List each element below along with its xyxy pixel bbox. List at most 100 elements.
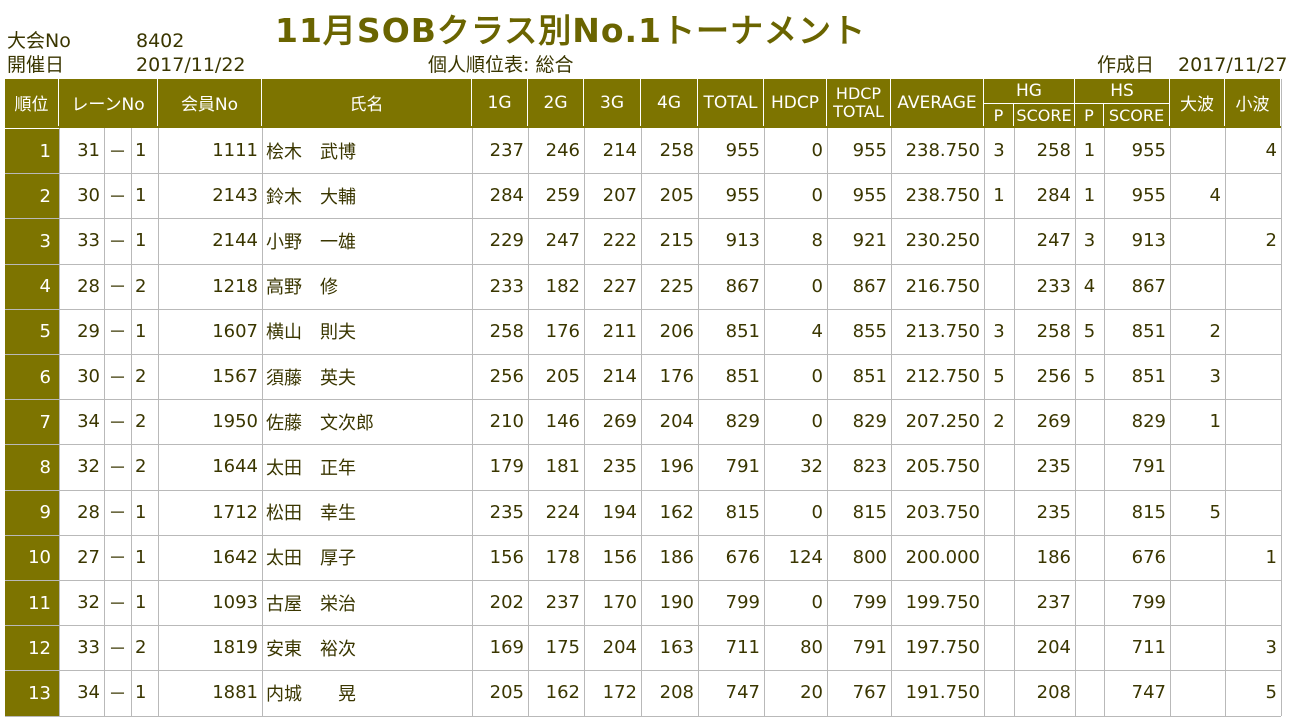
cell-g4: 225 xyxy=(659,275,694,297)
row-divider xyxy=(5,715,1281,717)
cell-hdcp-total: 829 xyxy=(852,411,887,433)
column-divider xyxy=(104,128,105,716)
cell-lane: 34 xyxy=(77,411,100,433)
cell-average: 216.750 xyxy=(905,275,980,297)
cell-g4: 196 xyxy=(659,456,694,478)
cell-hg-p xyxy=(984,535,1014,580)
cell-average: 191.750 xyxy=(905,682,980,704)
cell-rank: 7 xyxy=(5,400,59,445)
cell-hg-p xyxy=(984,670,1014,715)
cell-g2: 176 xyxy=(545,320,580,342)
cell-rank: 4 xyxy=(5,264,59,309)
cell-member: 1819 xyxy=(212,637,258,659)
cell-g2: 181 xyxy=(545,456,580,478)
cell-dash: － xyxy=(108,503,127,525)
cell-average: 230.250 xyxy=(905,230,980,252)
cell-total: 829 xyxy=(725,411,760,433)
cell-hs-p xyxy=(1075,490,1104,535)
cell-sub: 2 xyxy=(135,411,147,433)
cell-g4: 205 xyxy=(659,185,694,207)
cell-hg-score: 269 xyxy=(1036,411,1071,433)
cell-total: 799 xyxy=(725,592,760,614)
cell-sub: 1 xyxy=(135,230,147,252)
cell-big xyxy=(1170,535,1225,580)
cell-hs-score: 747 xyxy=(1131,682,1166,704)
cell-sub: 1 xyxy=(135,320,147,342)
cell-g4: 162 xyxy=(659,501,694,523)
row-divider xyxy=(5,399,1281,401)
cell-lane: 32 xyxy=(77,456,100,478)
cell-small xyxy=(1225,444,1281,489)
cell-sub: 1 xyxy=(135,185,147,207)
cell-small xyxy=(1225,264,1281,309)
cell-dash: － xyxy=(108,186,127,208)
header-4g: 4G xyxy=(641,79,698,126)
cell-g1: 229 xyxy=(489,230,524,252)
cell-big xyxy=(1170,670,1225,715)
cell-small: 4 xyxy=(1265,140,1277,162)
cell-member: 1644 xyxy=(212,456,258,478)
cell-hdcp-total: 955 xyxy=(852,185,887,207)
cell-g4: 215 xyxy=(659,230,694,252)
cell-hs-p xyxy=(1075,444,1104,489)
cell-dash: － xyxy=(108,367,127,389)
cell-g2: 237 xyxy=(545,592,580,614)
cell-hdcp-total: 823 xyxy=(852,456,887,478)
cell-small: 3 xyxy=(1265,637,1277,659)
cell-member: 1567 xyxy=(212,366,258,388)
cell-hs-p xyxy=(1075,625,1104,670)
cell-g3: 214 xyxy=(602,366,637,388)
header-lane: レーンNo xyxy=(59,79,158,126)
header-1g: 1G xyxy=(472,79,528,126)
cell-rank: 9 xyxy=(5,490,59,535)
cell-hg-p xyxy=(984,580,1014,625)
cell-sub: 1 xyxy=(135,501,147,523)
cell-hg-score: 235 xyxy=(1036,456,1071,478)
cell-member: 1111 xyxy=(212,140,258,162)
header-hs-p: P xyxy=(1075,103,1104,126)
cell-hg-p: 1 xyxy=(993,185,1005,207)
cell-g4: 204 xyxy=(659,411,694,433)
cell-g3: 172 xyxy=(602,682,637,704)
cell-name: 須藤 英夫 xyxy=(266,367,356,389)
cell-big: 4 xyxy=(1209,185,1221,207)
cell-g2: 224 xyxy=(545,501,580,523)
cell-small xyxy=(1225,580,1281,625)
row-divider xyxy=(5,534,1281,536)
cell-g3: 269 xyxy=(602,411,637,433)
cell-g3: 170 xyxy=(602,592,637,614)
cell-rank: 1 xyxy=(5,129,59,174)
cell-lane: 27 xyxy=(77,546,100,568)
cell-big xyxy=(1170,625,1225,670)
cell-hs-p: 4 xyxy=(1083,275,1096,297)
cell-g3: 211 xyxy=(602,320,637,342)
cell-total: 851 xyxy=(725,320,760,342)
column-divider xyxy=(1075,128,1076,716)
cell-small xyxy=(1225,309,1281,354)
event-date: 2017/11/22 xyxy=(136,54,246,76)
header-hg-score: SCORE xyxy=(1014,103,1075,126)
cell-big xyxy=(1170,444,1225,489)
cell-average: 238.750 xyxy=(905,140,980,162)
cell-total: 711 xyxy=(725,637,760,659)
cell-average: 238.750 xyxy=(905,185,980,207)
cell-hs-score: 711 xyxy=(1131,637,1166,659)
cell-rank: 5 xyxy=(5,309,59,354)
cell-g1: 202 xyxy=(489,592,524,614)
cell-hg-p: 3 xyxy=(993,140,1005,162)
cell-name: 安東 裕次 xyxy=(266,638,356,660)
cell-rank: 6 xyxy=(5,355,59,400)
header-average: AVERAGE xyxy=(891,79,984,126)
cell-name: 古屋 栄治 xyxy=(266,593,356,615)
cell-hdcp-total: 955 xyxy=(852,140,887,162)
header-3g: 3G xyxy=(584,79,641,126)
column-divider xyxy=(584,128,585,716)
header-hs-score: SCORE xyxy=(1104,103,1170,126)
cell-hdcp: 8 xyxy=(811,230,823,252)
cell-total: 913 xyxy=(725,230,760,252)
cell-g3: 227 xyxy=(602,275,637,297)
cell-lane: 33 xyxy=(77,637,100,659)
cell-hdcp-total: 851 xyxy=(852,366,887,388)
cell-hg-p xyxy=(984,218,1014,263)
cell-g4: 163 xyxy=(659,637,694,659)
